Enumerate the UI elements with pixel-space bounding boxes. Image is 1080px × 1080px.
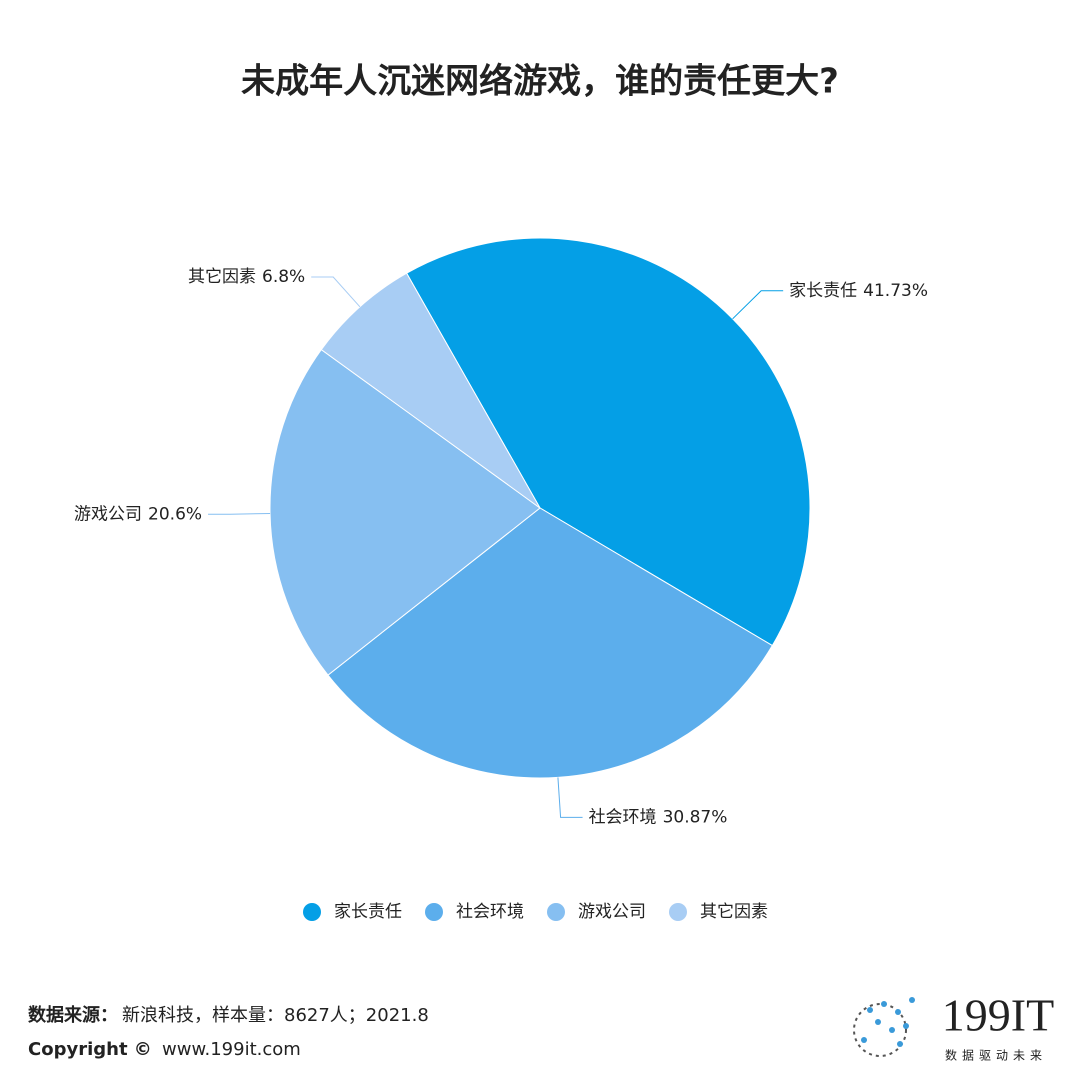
label-value: 6.8% xyxy=(262,267,305,287)
legend-marker xyxy=(425,903,443,921)
legend-marker xyxy=(669,903,687,921)
data-label: 家长责任 41.73% xyxy=(789,281,928,301)
label-value: 30.87% xyxy=(663,807,728,827)
source: 新浪科技，样本量：8627人；2021.8 xyxy=(122,1005,429,1026)
legend-label: 游戏公司 xyxy=(578,902,646,922)
copyright: Copyright © xyxy=(28,1039,152,1060)
label-category: 游戏公司 xyxy=(74,504,142,524)
data-label: 其它因素 6.8% xyxy=(188,267,305,287)
legend-marker xyxy=(303,903,321,921)
legend-label: 其它因素 xyxy=(700,902,768,922)
leader-line xyxy=(311,276,361,308)
legend-marker xyxy=(547,903,565,921)
url: www.199it.com xyxy=(162,1039,301,1060)
data-label: 游戏公司 20.6% xyxy=(74,504,202,524)
data-label: 社会环境 30.87% xyxy=(589,807,728,827)
pie-slice xyxy=(320,272,541,509)
label-category: 家长责任 xyxy=(789,281,857,301)
logo-icon xyxy=(853,997,915,1057)
chart-title: 未成年人沉迷网络游戏，谁的责任更大? xyxy=(241,62,839,102)
label-value: 20.6% xyxy=(148,504,202,524)
label-value: 41.73% xyxy=(863,281,928,301)
pie-slice xyxy=(327,507,774,779)
label-category: 其它因素 xyxy=(188,267,256,287)
legend-label: 社会环境 xyxy=(456,902,524,922)
leader-line xyxy=(208,512,271,515)
legend-label: 家长责任 xyxy=(334,902,402,922)
logo-name: 199IT xyxy=(942,990,1054,1041)
logo-slogan: 数据驱动未来 xyxy=(945,1048,1047,1063)
source-label: 数据来源： xyxy=(28,1004,118,1026)
leader-line xyxy=(732,290,784,320)
label-category: 社会环境 xyxy=(589,807,657,827)
leader-line xyxy=(557,777,583,818)
